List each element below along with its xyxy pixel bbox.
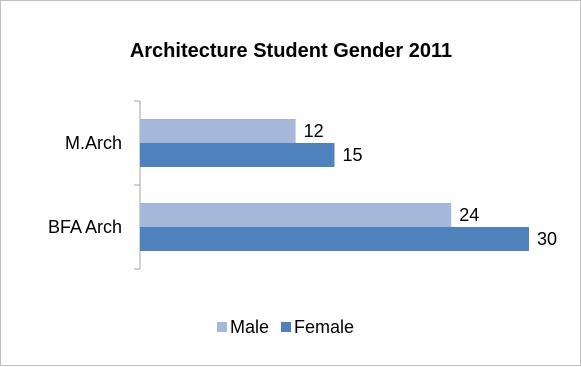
category-label-m-arch: M.Arch xyxy=(65,133,122,153)
legend-swatch-male xyxy=(217,322,227,332)
bar-female-m-arch xyxy=(140,143,335,167)
data-labels: 12 15 24 30 xyxy=(304,121,557,249)
category-label-bfa-arch: BFA Arch xyxy=(48,217,122,237)
legend-swatch-female xyxy=(281,322,291,332)
data-label-female-m-arch: 15 xyxy=(343,145,363,165)
legend-label-male: Male xyxy=(230,317,269,337)
data-label-male-bfa-arch: 24 xyxy=(459,205,479,225)
bar-male-bfa-arch xyxy=(140,203,452,227)
legend: Male Female xyxy=(217,317,354,337)
legend-label-female: Female xyxy=(294,317,354,337)
chart-title: Architecture Student Gender 2011 xyxy=(130,40,452,62)
bar-male-m-arch xyxy=(140,119,296,143)
bar-female-bfa-arch xyxy=(140,227,529,251)
category-axis: M.Arch BFA Arch xyxy=(48,100,141,270)
bars xyxy=(140,119,529,251)
data-label-female-bfa-arch: 30 xyxy=(537,229,557,249)
data-label-male-m-arch: 12 xyxy=(304,121,324,141)
